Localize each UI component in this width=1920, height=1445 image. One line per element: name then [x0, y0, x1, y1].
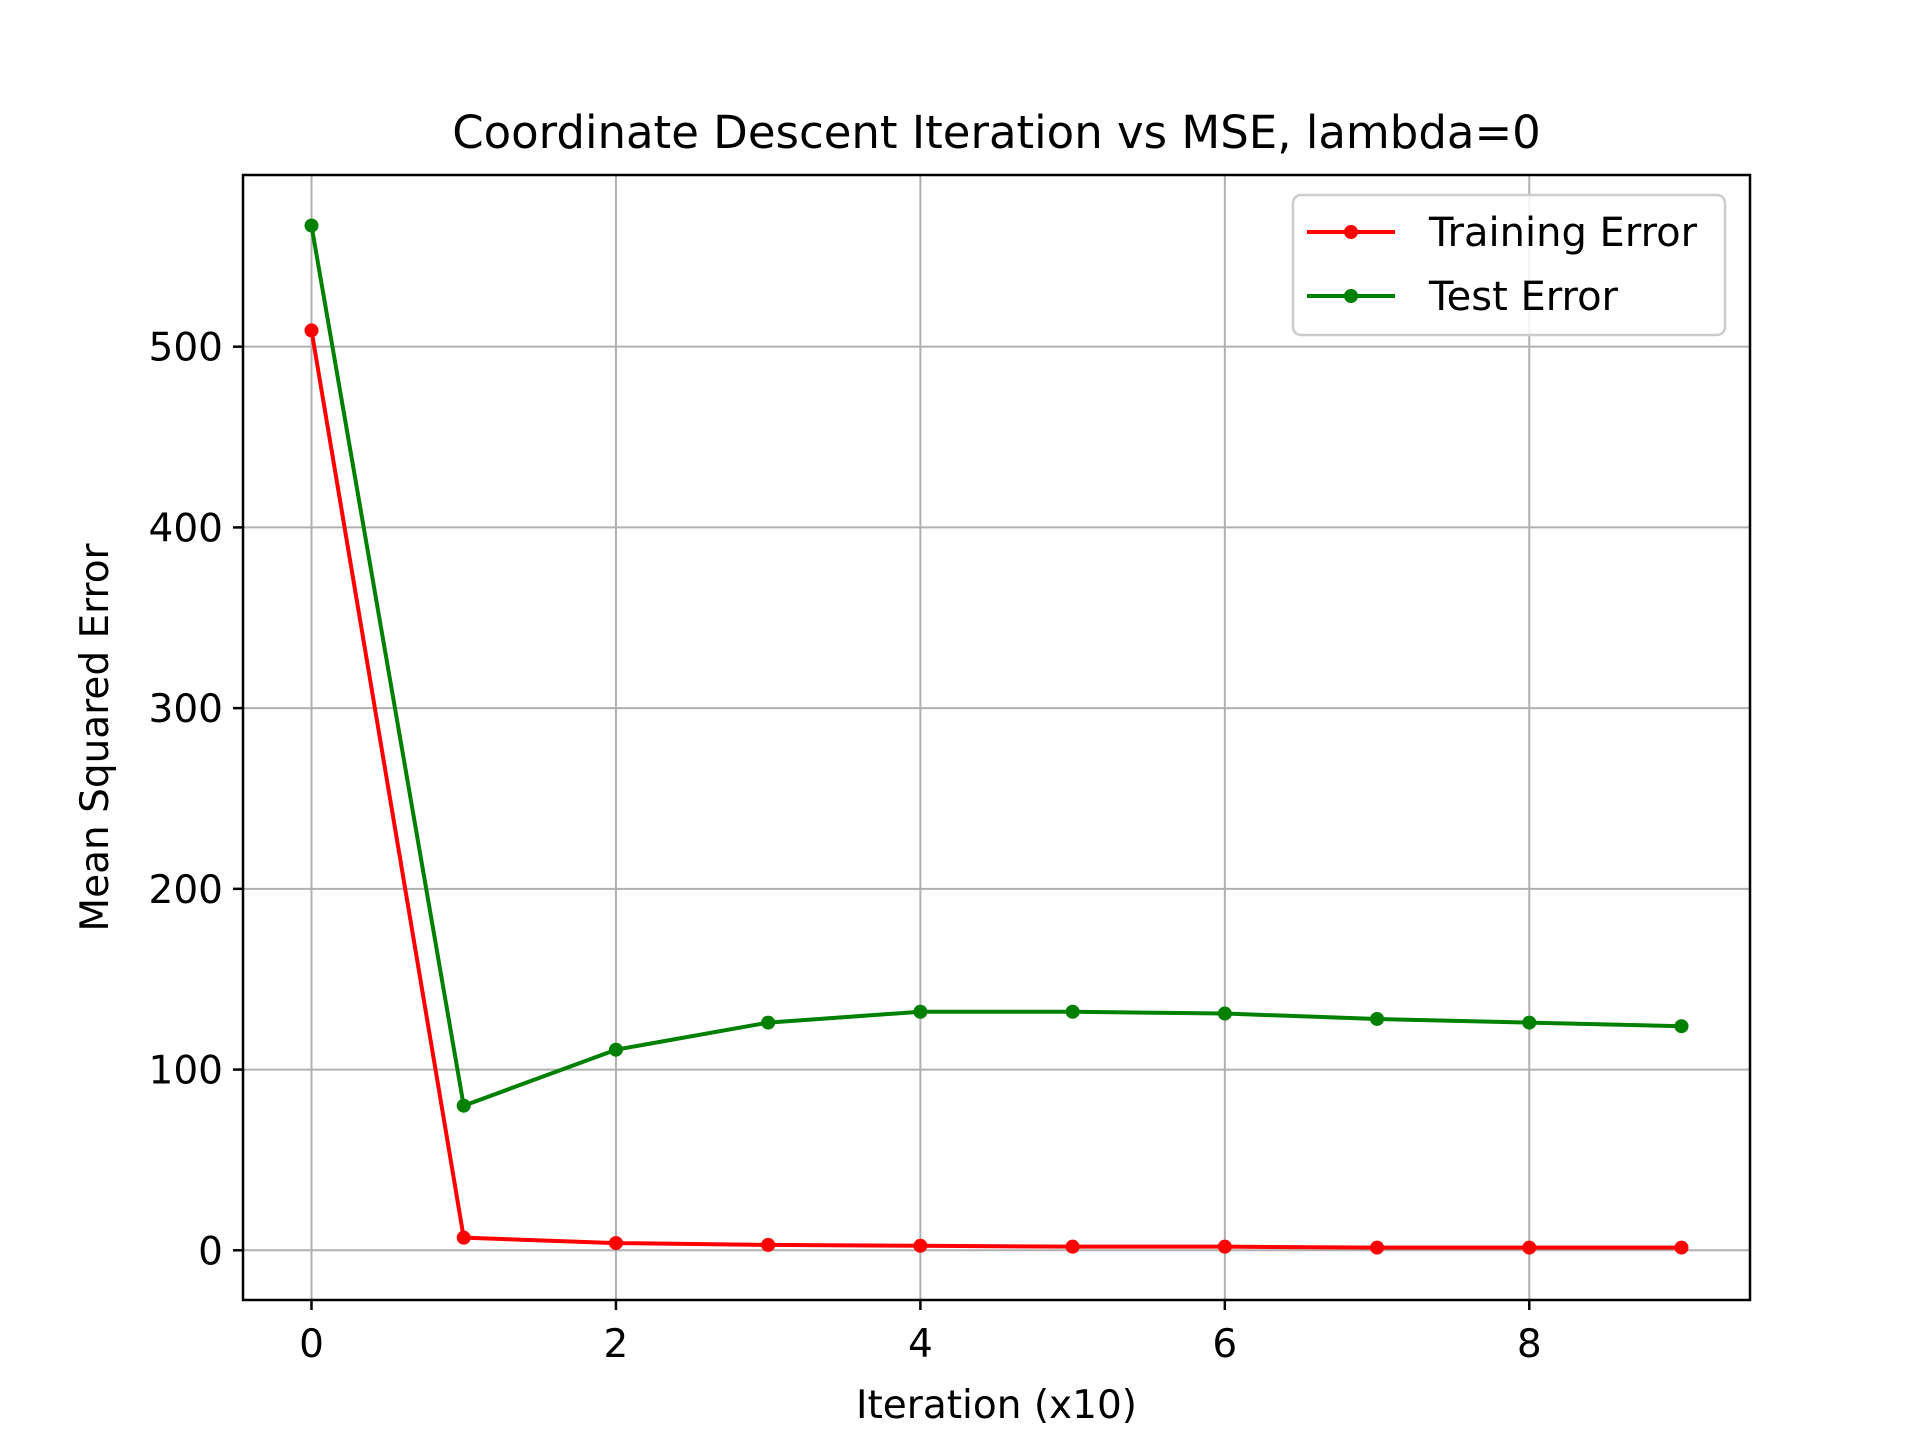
y-tick-label: 500: [149, 326, 223, 371]
test-error-point: [1370, 1011, 1385, 1026]
legend-entry-training-error: Training Error: [1307, 210, 1698, 256]
training-error-point: [761, 1237, 776, 1252]
legend-box: [1291, 193, 1727, 337]
plot-frame: [241, 173, 1752, 1302]
legend-label-test-error: Test Error: [1428, 274, 1619, 320]
test-error-point: [608, 1042, 623, 1057]
x-axis-label: Iteration (x10): [856, 1383, 1137, 1428]
test-error-point: [1065, 1004, 1080, 1019]
test-error-point: [304, 218, 319, 233]
training-error-point: [1217, 1239, 1232, 1254]
test-error-line: [309, 225, 1682, 1108]
x-tick-label: 2: [604, 1322, 629, 1367]
y-tick-label: 0: [198, 1229, 223, 1274]
legend-marker-training-error: [1344, 225, 1358, 239]
x-tick-label: 4: [908, 1322, 933, 1367]
x-tick-label: 8: [1517, 1322, 1542, 1367]
training-error-point: [1522, 1240, 1537, 1255]
x-tick-label: 0: [299, 1322, 324, 1367]
grid: [243, 175, 1750, 1300]
x-tick-label: 6: [1212, 1322, 1237, 1367]
legend-entry-test-error: Test Error: [1307, 274, 1619, 320]
test-error-point: [1217, 1006, 1232, 1021]
chart-title: Coordinate Descent Iteration vs MSE, lam…: [452, 106, 1541, 159]
training-error-point: [1674, 1240, 1689, 1255]
ticks: 0 2 4 6 8 0 100 200 300 400 500: [149, 326, 1542, 1367]
training-error-line: [309, 330, 1682, 1250]
test-error-point: [456, 1098, 471, 1113]
legend: Training Error Test Error: [1291, 193, 1727, 337]
test-error-point: [1674, 1019, 1689, 1034]
y-axis-label: Mean Squared Error: [73, 542, 118, 931]
training-error-point: [913, 1238, 928, 1253]
y-tick-label: 100: [149, 1049, 223, 1094]
legend-marker-test-error: [1344, 289, 1358, 303]
training-error-point: [304, 323, 319, 338]
training-error-point: [608, 1236, 623, 1251]
y-tick-label: 300: [149, 687, 223, 732]
y-tick-label: 200: [149, 868, 223, 913]
series-layer: [304, 218, 1689, 1255]
test-error-series: [304, 218, 1689, 1113]
training-error-series: [304, 323, 1689, 1255]
legend-label-training-error: Training Error: [1428, 210, 1698, 256]
test-error-point: [1522, 1015, 1537, 1030]
test-error-point: [913, 1004, 928, 1019]
test-error-point: [761, 1015, 776, 1030]
training-error-point: [1370, 1240, 1385, 1255]
training-error-point: [456, 1230, 471, 1245]
training-error-point: [1065, 1239, 1080, 1254]
y-tick-label: 400: [149, 506, 223, 551]
